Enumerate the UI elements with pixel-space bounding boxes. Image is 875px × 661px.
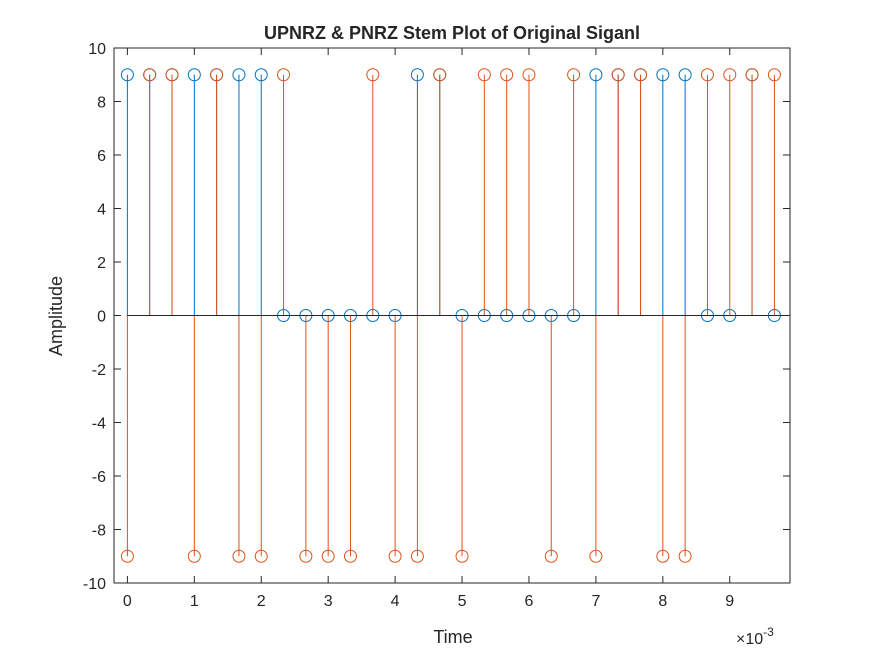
tick-label-layer: 0 1 2 3 4 5 6 7 8 9 -10 -8 -6 -4 -2 0 2 4 6 8 10 <box>83 41 734 610</box>
y-tick-label: -10 <box>83 576 106 593</box>
x-axis-exponent-power: -3 <box>763 625 774 639</box>
stem-marker <box>321 549 335 563</box>
x-tick-label: 6 <box>525 593 534 610</box>
stem-marker <box>299 549 313 563</box>
stem-marker <box>120 549 134 563</box>
stem-marker <box>589 68 603 82</box>
x-tick-label: 2 <box>257 593 266 610</box>
stem-marker <box>410 68 424 82</box>
stem-marker <box>678 68 692 82</box>
y-tick-label: -4 <box>92 416 106 433</box>
stem-marker <box>544 549 558 563</box>
stem-marker <box>522 68 536 82</box>
stem-marker <box>634 68 648 82</box>
x-axis-label: Time <box>433 627 472 647</box>
x-tick-label: 5 <box>458 593 467 610</box>
series-2 <box>120 68 781 563</box>
stem-marker <box>723 68 737 82</box>
stem-marker <box>567 68 581 82</box>
x-axis-exponent: ×10-3 <box>736 625 774 648</box>
stem-marker <box>232 549 246 563</box>
stem-marker <box>410 549 424 563</box>
x-tick-label: 9 <box>725 593 734 610</box>
y-axis-label: Amplitude <box>46 276 66 356</box>
stem-marker <box>343 549 357 563</box>
x-tick-label: 1 <box>190 593 199 610</box>
stem-marker <box>366 68 380 82</box>
x-tick-label: 4 <box>391 593 400 610</box>
stem-marker <box>187 68 201 82</box>
stem-marker <box>589 549 603 563</box>
y-tick-label: 8 <box>97 95 106 112</box>
y-tick-label: -6 <box>92 469 106 486</box>
stem-marker <box>767 68 781 82</box>
stem-marker <box>611 68 625 82</box>
y-tick-label: -8 <box>92 523 106 540</box>
y-tick-label: -2 <box>92 362 106 379</box>
series-layer <box>120 68 781 563</box>
y-tick-label: 6 <box>97 148 106 165</box>
stem-marker <box>455 549 469 563</box>
y-tick-label: 4 <box>97 202 106 219</box>
stem-marker <box>210 68 224 82</box>
stem-marker <box>477 68 491 82</box>
axes-layer <box>113 47 791 584</box>
x-axis-exponent-base: ×10 <box>736 631 763 648</box>
stem-marker <box>120 68 134 82</box>
x-tick-label: 0 <box>123 593 132 610</box>
stem-marker <box>165 68 179 82</box>
x-tick-label: 8 <box>658 593 667 610</box>
x-tick-label: 7 <box>591 593 600 610</box>
y-tick-label: 2 <box>97 255 106 272</box>
stem-marker <box>254 68 268 82</box>
stem-marker <box>678 549 692 563</box>
x-tick-label: 3 <box>324 593 333 610</box>
stem-marker <box>433 68 447 82</box>
stem-marker <box>745 68 759 82</box>
stem-marker <box>232 68 246 82</box>
stem-marker <box>388 549 402 563</box>
stem-marker <box>500 68 514 82</box>
stem-marker <box>143 68 157 82</box>
chart-title: UPNRZ & PNRZ Stem Plot of Original Sigan… <box>264 23 640 43</box>
y-tick-label: 0 <box>97 309 106 326</box>
stem-marker <box>254 549 268 563</box>
stem-marker <box>656 549 670 563</box>
y-tick-label: 10 <box>88 41 106 58</box>
stem-marker <box>656 68 670 82</box>
stem-marker <box>700 68 714 82</box>
stem-marker <box>187 549 201 563</box>
stem-marker <box>277 68 291 82</box>
